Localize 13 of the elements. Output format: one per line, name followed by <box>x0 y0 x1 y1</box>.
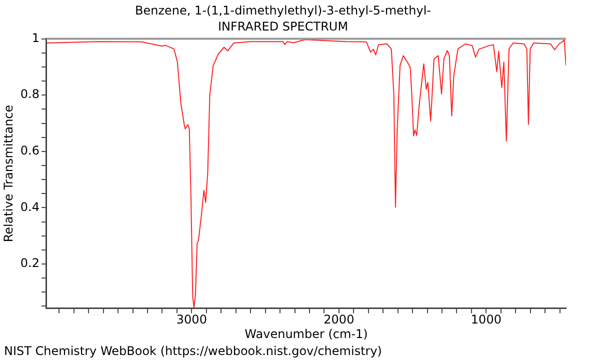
x-tick-label: 3000 <box>176 312 207 327</box>
x-tick-label: 2000 <box>324 312 354 327</box>
y-tick-label: 0.4 <box>20 200 40 214</box>
y-tick-label: 0.2 <box>20 256 40 270</box>
y-tick-label: 0.8 <box>20 87 40 102</box>
x-tick-label: 1000 <box>470 312 502 327</box>
y-tick-label: 1 <box>32 30 40 45</box>
text: NIST Chemistry WebBook (https://webbook.nist.gov/chemistry) <box>4 344 382 358</box>
chart-title: Benzene, 1-(1,1-dimethylethyl)-3-ethyl-5-methyl- <box>134 3 432 18</box>
chart-subtitle: INFRARED SPECTRUM <box>218 20 348 34</box>
x-axis-title: Wavenumber (cm-1) <box>244 326 368 341</box>
y-tick-label: 0.6 <box>20 144 40 158</box>
y-axis-title: Relative Transmittance <box>1 104 16 242</box>
